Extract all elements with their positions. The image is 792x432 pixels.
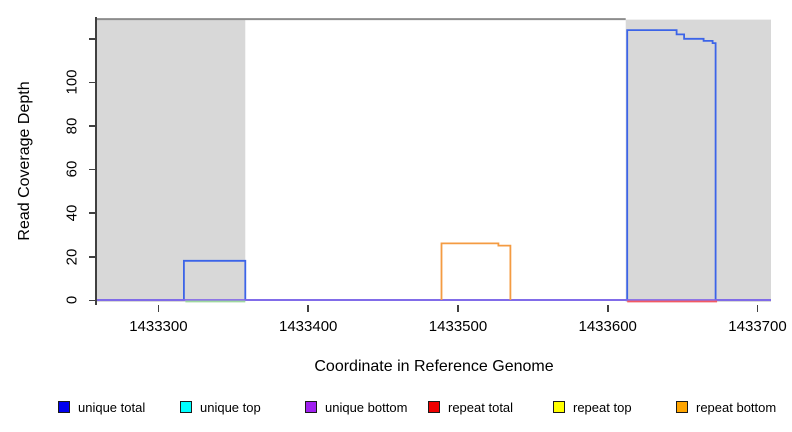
y-tick-label: 60 (63, 161, 81, 178)
legend-label: repeat total (448, 399, 514, 415)
x-tick-label: 1433300 (129, 318, 188, 335)
y-tick-label: 40 (63, 204, 81, 222)
legend-item-unique-bottom: unique bottom (305, 399, 408, 415)
x-tick-label: 1433700 (728, 318, 787, 335)
legend-item-repeat-bottom: repeat bottom (676, 399, 777, 415)
repeat-region-shade (625, 19, 771, 303)
legend-item-unique-total: unique total (58, 399, 146, 415)
y-tick (89, 212, 96, 214)
y-tick (89, 299, 96, 301)
y-axis-title: Read Coverage Depth (16, 81, 33, 241)
legend-swatch-icon (553, 401, 565, 413)
plot-area (97, 18, 771, 303)
x-tick-label: 1433400 (278, 318, 338, 335)
y-tick (89, 256, 96, 258)
x-tick (457, 305, 459, 312)
y-tick (89, 168, 96, 171)
y-tick (89, 125, 96, 127)
legend-label: repeat bottom (696, 399, 777, 415)
legend-swatch-icon (58, 401, 70, 413)
y-tick-label: 0 (63, 295, 81, 305)
repeat-region-shade (97, 19, 246, 303)
legend-swatch-icon (428, 401, 440, 413)
y-tick-label: 100 (63, 69, 81, 95)
y-tick (89, 81, 96, 84)
legend-swatch-icon (180, 401, 192, 413)
series-repeat-bottom (440, 242, 512, 300)
y-tick (89, 38, 96, 40)
legend-label: unique top (200, 399, 261, 415)
x-tick (307, 305, 309, 312)
x-axis-title: Coordinate in Reference Genome (314, 358, 554, 375)
legend-label: repeat top (573, 399, 632, 415)
x-tick (756, 305, 759, 312)
legend-item-repeat-top: repeat top (553, 399, 632, 415)
y-tick-label: 20 (63, 248, 81, 265)
y-tick-label: 80 (63, 117, 81, 135)
legend-item-unique-top: unique top (180, 399, 261, 415)
legend-swatch-icon (676, 401, 688, 413)
series-unique-total (97, 29, 771, 301)
legend-label: unique bottom (325, 399, 408, 415)
x-tick (157, 305, 160, 312)
legend-item-repeat-total: repeat total (428, 399, 514, 415)
y-axis-line (95, 17, 97, 305)
x-tick-label: 1433500 (428, 318, 488, 335)
legend-label: unique total (78, 399, 146, 415)
x-tick-label: 1433600 (578, 318, 637, 335)
x-tick (607, 305, 609, 312)
legend-swatch-icon (305, 401, 317, 413)
